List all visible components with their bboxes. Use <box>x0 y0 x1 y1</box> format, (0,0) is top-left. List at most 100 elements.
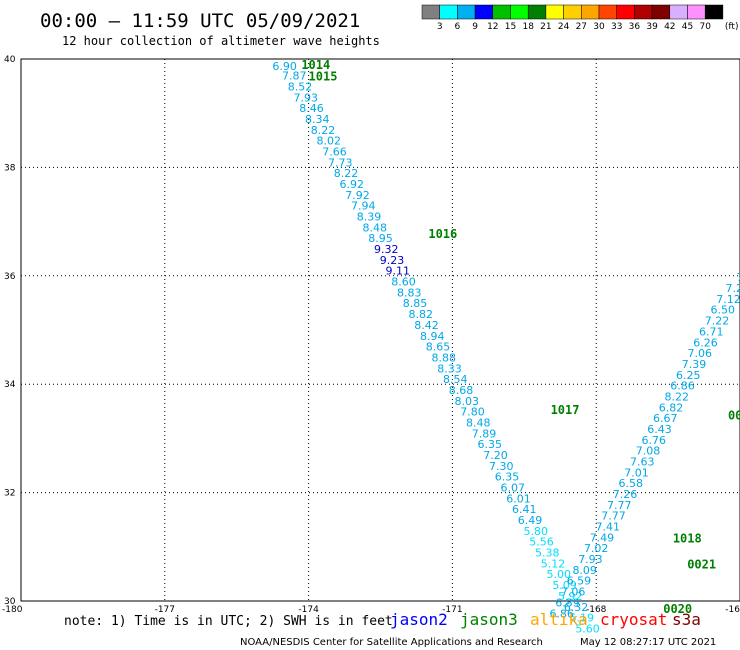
swh-value: 7.80 <box>460 406 485 419</box>
swh-value: 6.26 <box>693 336 718 349</box>
swh-value: 5.60 <box>575 622 600 635</box>
swh-value: 7.93 <box>293 91 318 104</box>
wave-height-points: 6.907.878.527.938.468.348.228.027.667.73… <box>272 60 740 636</box>
legend-swatch <box>474 4 494 20</box>
swh-value: 7.39 <box>682 358 707 371</box>
footer-timestamp: May 12 08:27:17 UTC 2021 <box>580 637 716 648</box>
swh-value: 6.92 <box>339 178 364 191</box>
legend-swatch <box>457 4 476 20</box>
y-tick-label: 38 <box>4 163 16 173</box>
swh-value: 7.93 <box>578 553 603 566</box>
x-tick-label: -171 <box>442 605 462 615</box>
swh-value: 8.33 <box>437 362 462 375</box>
plot-frame <box>20 58 740 602</box>
swh-value: 8.54 <box>443 373 468 386</box>
swh-value: 5.56 <box>529 536 554 549</box>
swh-value: 9.11 <box>386 265 411 278</box>
swh-value: 8.95 <box>368 232 393 245</box>
swh-value: 6.35 <box>495 471 520 484</box>
swh-value: 8.88 <box>432 351 457 364</box>
x-tick-label: -177 <box>155 605 175 615</box>
pass-time-label: 1017 <box>551 403 580 417</box>
swh-value: 7.20 <box>483 449 508 462</box>
pass-time-label: 1018 <box>673 531 702 545</box>
swh-value: 8.03 <box>455 395 480 408</box>
legend-swatch <box>598 4 617 20</box>
swh-value: 6.35 <box>478 438 503 451</box>
swh-value: 8.22 <box>311 124 336 137</box>
swh-value: 8.48 <box>466 416 491 429</box>
legend-swatch <box>616 4 635 20</box>
swh-value: 8.22 <box>664 390 689 403</box>
swh-value: 5.80 <box>524 525 549 538</box>
x-tick-label: -180 <box>2 605 23 615</box>
legend-tick-label: 33 <box>611 22 622 32</box>
swh-value: 6.01 <box>506 492 531 505</box>
legend-tick-label: 15 <box>505 22 516 32</box>
swh-value: 7.49 <box>590 531 615 544</box>
swh-value: 6.07 <box>501 482 526 495</box>
swh-value: 8.09 <box>572 564 597 577</box>
color-legend: 3 6 9 12 15 18 21 24 27 30 33 36 39 42 45 70 (ft) <box>421 4 738 32</box>
swh-value: 8.60 <box>391 276 416 289</box>
legend-tick-label: 30 <box>593 22 605 32</box>
swh-value: 6.41 <box>512 503 537 516</box>
swh-value: 7.87 <box>282 70 307 83</box>
swh-value: 6.50 <box>710 304 735 317</box>
y-tick-label: 34 <box>4 380 16 390</box>
satellite-jason3: jason3 <box>460 610 518 629</box>
swh-value: 9.32 <box>374 243 399 256</box>
swh-value: 8.68 <box>449 384 474 397</box>
swh-value: 9.23 <box>380 254 405 267</box>
swh-value: 6.67 <box>653 412 678 425</box>
swh-value: 7.66 <box>322 145 347 158</box>
chart-subtitle: 12 hour collection of altimeter wave hei… <box>62 34 380 48</box>
pass-time-label: 0020 <box>663 602 692 616</box>
swh-value: 8.46 <box>299 102 324 115</box>
legend-swatch <box>704 4 724 20</box>
grid-lines <box>21 59 740 601</box>
legend-swatch <box>687 4 706 20</box>
legend-tick-label: 6 <box>455 22 461 32</box>
swh-value: 6.90 <box>272 60 297 73</box>
swh-value: 8.65 <box>426 341 451 354</box>
legend-swatch <box>527 4 547 20</box>
swh-value: 7.63 <box>630 456 655 469</box>
swh-value: 7.02 <box>584 542 609 555</box>
x-tick-label: -16 <box>725 605 740 615</box>
swh-value: 7.12 <box>716 293 740 306</box>
legend-tick-label: 18 <box>522 22 534 32</box>
legend-swatch <box>563 4 582 20</box>
swh-value: 6.58 <box>618 477 643 490</box>
pass-time-label: 0021 <box>687 557 716 571</box>
y-tick-label: 36 <box>4 272 16 282</box>
swh-value: 8.83 <box>397 286 422 299</box>
swh-value: 5.00 <box>547 568 572 581</box>
swh-value: 8.34 <box>305 113 330 126</box>
footer-note: note: 1) Time is in UTC; 2) SWH is in fe… <box>64 614 393 629</box>
swh-value: 6.49 <box>518 514 543 527</box>
swh-value: 7.94 <box>351 200 376 213</box>
swh-value: 5.19 <box>570 612 595 625</box>
swh-value: 5.09 <box>552 579 577 592</box>
axis-ticks: -180 -177 -174 -171 -168 -16 30 32 34 36 38 40 <box>2 55 740 615</box>
swh-value: 7.01 <box>624 466 649 479</box>
legend-tick-label: 24 <box>558 22 570 32</box>
swh-value: 7 <box>737 271 740 284</box>
swh-value: 6.82 <box>659 401 684 414</box>
legend-tick-label: 9 <box>472 22 478 32</box>
swh-value: 5.92 <box>558 590 583 603</box>
swh-value: 7.2 <box>725 282 740 295</box>
satellite-jason2: jason2 <box>390 610 448 629</box>
swh-value: 7.77 <box>601 510 626 523</box>
x-tick-label: -168 <box>586 605 607 615</box>
swh-value: 8.48 <box>362 221 387 234</box>
legend-tick-label: 36 <box>629 22 641 32</box>
swh-value: 6.25 <box>676 369 701 382</box>
swh-value: 6.76 <box>641 434 666 447</box>
swh-value: 6.32 <box>564 601 589 614</box>
legend-swatch <box>439 4 458 20</box>
swh-value: 7.30 <box>489 460 514 473</box>
x-tick-label: -174 <box>298 605 319 615</box>
